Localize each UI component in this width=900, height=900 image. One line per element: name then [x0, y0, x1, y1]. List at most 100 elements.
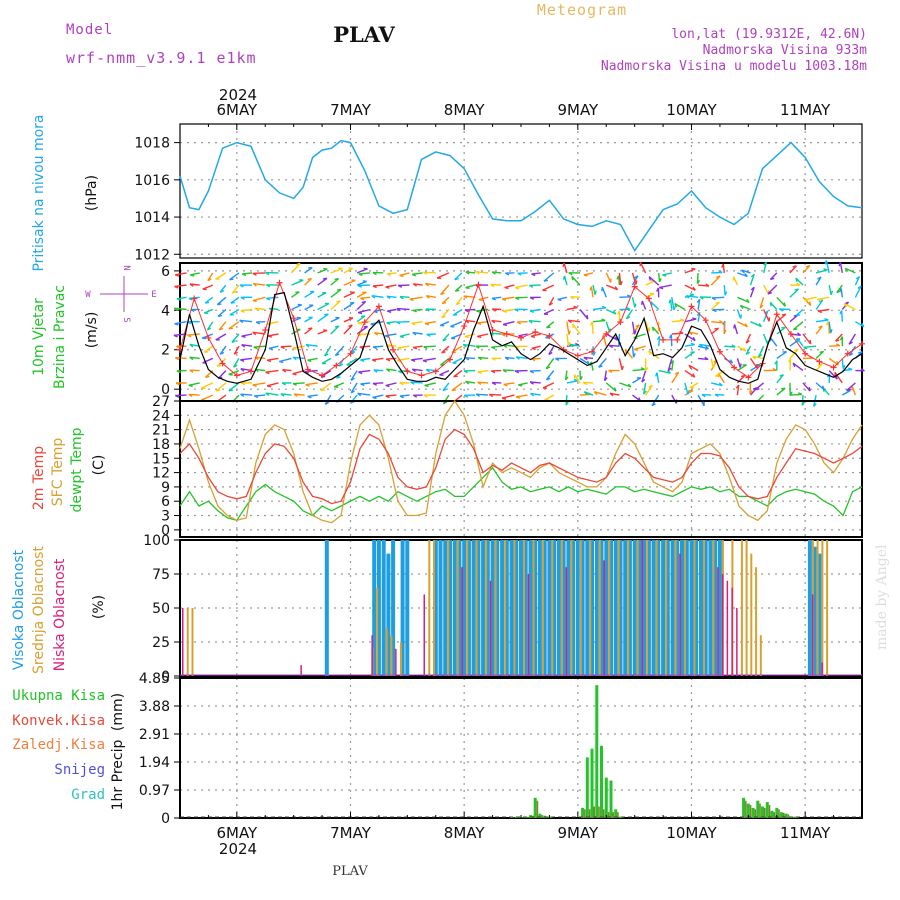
wind-arrow	[240, 357, 253, 361]
wind-arrow-head	[861, 322, 865, 328]
wind-arrow	[584, 391, 594, 396]
cloud-bar	[680, 540, 684, 676]
wind-arrow-head	[241, 273, 247, 277]
wind-arrow-head	[555, 357, 560, 362]
wind-arrow	[356, 268, 368, 274]
wind-arrow-head	[772, 367, 777, 371]
wind-arrow-head	[624, 349, 627, 354]
wind-arrow-head	[411, 273, 417, 277]
wind-arrow	[252, 331, 266, 335]
wind-arrow-head	[176, 370, 181, 374]
wind-arrow	[413, 345, 423, 349]
wind-arrow-head	[824, 260, 827, 265]
wind-ylabel-2: Brzina i Pravac	[52, 285, 68, 389]
wind-arrow-head	[858, 351, 863, 354]
y-tick-label: 1014	[134, 210, 170, 226]
precip-bar	[746, 803, 750, 818]
gust-marker	[276, 279, 283, 286]
wind-arrow	[425, 308, 436, 311]
wind-arrow	[439, 321, 450, 327]
wind-arrow	[839, 262, 843, 274]
model-name: wrf-nmm_v3.9.1 e1km	[66, 49, 257, 67]
wind-arrow-head	[645, 367, 649, 372]
wind-arrow-head	[385, 384, 390, 388]
wind-arrow-head	[324, 353, 329, 357]
wind-arrow	[357, 392, 371, 396]
wind-arrow-head	[207, 327, 212, 331]
wind-arrow-head	[371, 295, 376, 299]
y-tick-label: 12	[152, 466, 170, 482]
wind-arrow	[737, 321, 748, 328]
wind-arrow	[252, 382, 266, 386]
wind-arrow-head	[465, 271, 470, 275]
wind-arrow-head	[712, 364, 716, 369]
conv-precip-bar	[773, 812, 775, 818]
wind-arrow	[717, 372, 725, 384]
wind-arrow	[769, 301, 778, 310]
wind-arrow	[749, 358, 758, 369]
wind-arrow	[684, 268, 696, 274]
wind-unit: (m/s)	[84, 312, 100, 349]
wind-arrow-head	[475, 271, 480, 275]
wind-arrow	[343, 302, 355, 311]
wind-arrow	[804, 296, 817, 301]
precip-bar	[775, 807, 779, 818]
y-tick-label: 6	[161, 494, 170, 510]
wind-arrow	[387, 308, 397, 312]
wind-arrow-head	[701, 394, 706, 398]
cloud-bar	[395, 648, 397, 676]
wind-arrow-head	[718, 270, 723, 274]
wind-arrow-head	[174, 394, 180, 398]
wind-arrow-head	[829, 329, 833, 334]
pressure-line	[179, 139, 863, 253]
wind-arrow-head	[531, 347, 536, 351]
wind-arrow-head	[399, 382, 404, 386]
wind-arrow	[659, 284, 672, 289]
wind-arrow-head	[698, 343, 704, 348]
wind-arrow	[465, 380, 476, 384]
gust-marker	[319, 372, 326, 379]
wind-arrow-head	[770, 277, 775, 281]
wind-arrow-head	[350, 377, 355, 381]
cloud-bar	[636, 540, 639, 676]
wind-arrow	[802, 382, 811, 392]
wind-arrow	[241, 333, 253, 337]
gust-marker	[830, 364, 837, 371]
dewpoint-line	[179, 466, 863, 522]
wind-arrow-head	[442, 388, 447, 392]
wind-arrow	[841, 310, 843, 322]
precip-bar	[585, 757, 589, 818]
cloud-bar	[556, 540, 561, 676]
wind-arrow-head	[515, 286, 520, 290]
wind-arrow-head	[601, 318, 606, 322]
cloud-bar	[721, 574, 724, 676]
wind-arrow-head	[565, 401, 569, 406]
wind-arrow	[542, 284, 555, 291]
wind-arrow	[207, 272, 214, 281]
cloud-bar	[642, 540, 647, 676]
wind-arrow	[356, 301, 367, 311]
wind-arrow	[503, 382, 515, 386]
wind-arrow	[240, 308, 253, 312]
y-tick-label: 24	[152, 408, 170, 424]
cloud-bar	[466, 540, 471, 676]
wind-arrow	[465, 271, 476, 274]
wind-arrow	[557, 296, 568, 301]
conv-precip-bar	[754, 809, 757, 818]
wind-arrow	[854, 285, 862, 298]
wind-arrow	[280, 345, 292, 348]
wind-arrow-head	[516, 321, 522, 325]
wind-arrow	[745, 345, 752, 355]
wind-arrow-head	[475, 393, 480, 397]
wind-arrow	[489, 393, 502, 396]
wind-arrow	[776, 313, 787, 323]
wind-arrow	[844, 267, 856, 274]
wind-arrow	[203, 345, 214, 353]
pressure-panel: 1012 1014 1016 1018	[134, 123, 863, 263]
wind-arrow-head	[188, 297, 193, 301]
wind-arrow-head	[334, 325, 340, 328]
wind-arrow-head	[422, 359, 428, 363]
wind-arrow-head	[571, 276, 574, 281]
wind-arrow	[776, 351, 787, 359]
cloud-bar	[390, 635, 393, 676]
